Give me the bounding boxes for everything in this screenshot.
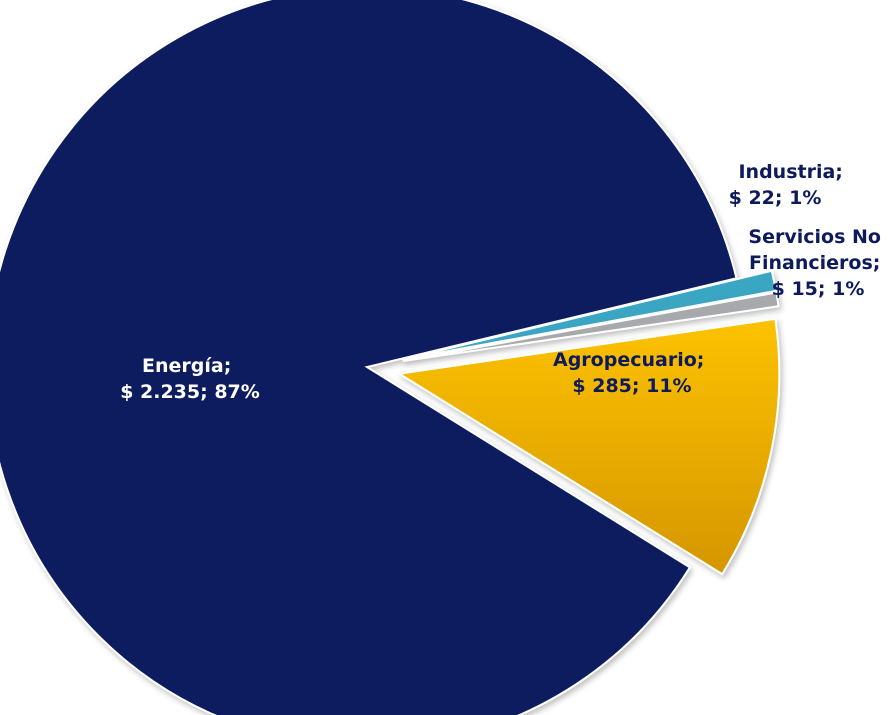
pie-slices — [0, 0, 781, 715]
label-industria-line2: $ 22; 1% — [729, 187, 822, 209]
label-industria-line1: Industria; — [738, 161, 842, 183]
pie-slice-agro — [396, 317, 781, 576]
label-energia-line2: $ 2.235; 87% — [120, 381, 260, 403]
label-agropecuario-line1: Agropecuario; — [553, 349, 704, 371]
label-servicios-line1: Servicios No — [748, 226, 881, 248]
label-industria: Industria; $ 22; 1% — [729, 161, 850, 209]
label-servicios-line2: Financieros; — [749, 252, 880, 274]
pie-slice-energia — [0, 0, 738, 715]
label-energia: Energía; $ 2.235; 87% — [120, 355, 260, 403]
pie-slice-servicios — [402, 291, 780, 363]
pie-slice-industria — [401, 269, 778, 361]
label-servicios: Servicios No Financieros; $ 15; 1% — [748, 226, 887, 300]
label-servicios-line3: $ 15; 1% — [772, 278, 865, 300]
label-agropecuario: Agropecuario; $ 285; 11% — [553, 349, 711, 397]
label-energia-line1: Energía; — [142, 355, 231, 377]
label-agropecuario-line2: $ 285; 11% — [572, 375, 691, 397]
